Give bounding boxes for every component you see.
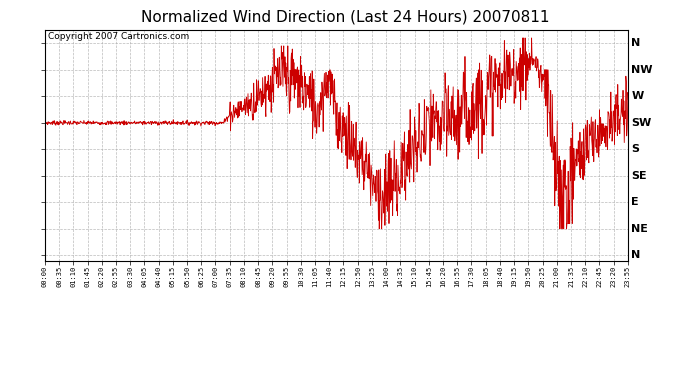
Text: N: N	[631, 251, 640, 260]
Text: NW: NW	[631, 65, 653, 75]
Text: SE: SE	[631, 171, 647, 181]
Text: S: S	[631, 144, 640, 154]
Text: N: N	[631, 38, 640, 48]
Text: Normalized Wind Direction (Last 24 Hours) 20070811: Normalized Wind Direction (Last 24 Hours…	[141, 9, 549, 24]
Text: W: W	[631, 91, 644, 101]
Text: Copyright 2007 Cartronics.com: Copyright 2007 Cartronics.com	[48, 32, 190, 41]
Text: E: E	[631, 197, 639, 207]
Text: NE: NE	[631, 224, 648, 234]
Text: SW: SW	[631, 118, 651, 128]
